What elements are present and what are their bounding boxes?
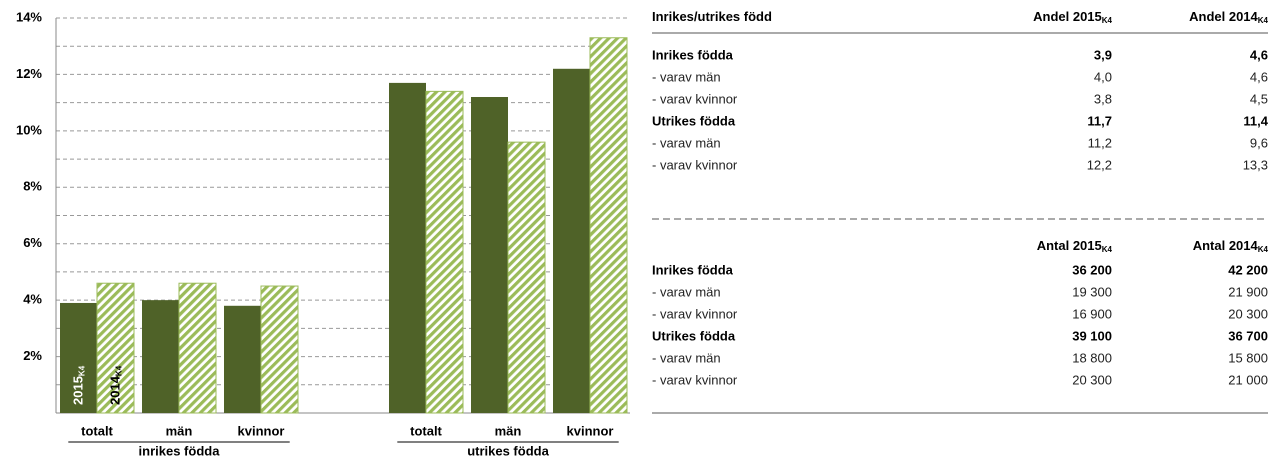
table-cell: 4,6 bbox=[1250, 69, 1268, 84]
table-cell: 20 300 bbox=[1072, 372, 1112, 387]
table-cell: Utrikes födda bbox=[652, 113, 736, 128]
bar bbox=[589, 37, 628, 414]
y-tick-label: 4% bbox=[23, 292, 42, 307]
y-tick-label: 6% bbox=[23, 235, 42, 250]
table-cell: - varav män bbox=[652, 135, 721, 150]
x-tick-label: totalt bbox=[81, 423, 113, 438]
y-tick-label: 2% bbox=[23, 348, 42, 363]
table-cell: 3,8 bbox=[1094, 91, 1112, 106]
bar bbox=[553, 68, 590, 414]
x-tick-label: totalt bbox=[410, 423, 442, 438]
table-cell: 15 800 bbox=[1228, 350, 1268, 365]
x-tick-label: kvinnor bbox=[567, 423, 614, 438]
table-cell: 20 300 bbox=[1228, 306, 1268, 321]
table-cell: 11,4 bbox=[1243, 113, 1268, 128]
header-text: Andel 2014 bbox=[1189, 9, 1258, 24]
table-cell: 11,7 bbox=[1087, 113, 1112, 128]
y-tick-label: 10% bbox=[16, 122, 42, 137]
group-label: inrikes födda bbox=[139, 443, 221, 458]
table-header: Andel 2015K4 bbox=[1033, 9, 1112, 25]
series-label: 2014K4 bbox=[108, 365, 124, 405]
table-cell: Inrikes födda bbox=[652, 47, 734, 62]
table-cell: 12,2 bbox=[1087, 157, 1112, 172]
table-cell: 42 200 bbox=[1228, 262, 1268, 277]
header-sub: K4 bbox=[1102, 245, 1113, 254]
header-sub: K4 bbox=[1258, 245, 1269, 254]
table-cell: 4,5 bbox=[1250, 91, 1268, 106]
table-cell: 3,9 bbox=[1094, 47, 1112, 62]
bar bbox=[471, 97, 508, 413]
table-cell: - varav kvinnor bbox=[652, 157, 738, 172]
table-cell: 16 900 bbox=[1072, 306, 1112, 321]
header-text: Andel 2015 bbox=[1033, 9, 1102, 24]
bar bbox=[260, 285, 299, 414]
y-tick-label: 8% bbox=[23, 179, 42, 194]
series-name: 2014 bbox=[108, 375, 123, 405]
table-cell: 36 700 bbox=[1228, 328, 1268, 343]
table-cell: - varav män bbox=[652, 284, 721, 299]
table-cell: 11,2 bbox=[1088, 135, 1112, 150]
table-cell: 21 000 bbox=[1228, 372, 1268, 387]
table-cell: - varav kvinnor bbox=[652, 306, 738, 321]
table-cell: 9,6 bbox=[1250, 135, 1268, 150]
table-cell: 4,0 bbox=[1094, 69, 1112, 84]
table-cell: - varav män bbox=[652, 350, 721, 365]
table-cell: 18 800 bbox=[1072, 350, 1112, 365]
table-cell: Inrikes födda bbox=[652, 262, 734, 277]
table-cell: 21 900 bbox=[1228, 284, 1268, 299]
series-label: 2015K4 bbox=[71, 365, 87, 405]
table-cell: - varav kvinnor bbox=[652, 372, 738, 387]
bar bbox=[178, 282, 217, 414]
bar bbox=[224, 305, 261, 413]
table-header: Antal 2015K4 bbox=[1037, 238, 1113, 254]
x-tick-label: män bbox=[495, 423, 522, 438]
table-cell: Utrikes födda bbox=[652, 328, 736, 343]
y-tick-label: 12% bbox=[16, 66, 42, 81]
bar bbox=[389, 82, 426, 414]
table-cell: - varav kvinnor bbox=[652, 91, 738, 106]
table-cell: 13,3 bbox=[1243, 157, 1268, 172]
bar bbox=[96, 282, 135, 414]
bar bbox=[507, 141, 546, 414]
table-header: Antal 2014K4 bbox=[1193, 238, 1269, 254]
header-text: Antal 2015 bbox=[1037, 238, 1102, 253]
table-header: Andel 2014K4 bbox=[1189, 9, 1268, 25]
y-tick-label: 14% bbox=[16, 9, 42, 24]
x-tick-label: män bbox=[166, 423, 193, 438]
header-sub: K4 bbox=[1102, 16, 1113, 25]
bar bbox=[425, 90, 464, 414]
table-cell: - varav män bbox=[652, 69, 721, 84]
series-name-sub: K4 bbox=[115, 365, 124, 376]
table-cell: 36 200 bbox=[1072, 262, 1112, 277]
header-text: Inrikes/utrikes född bbox=[652, 9, 772, 24]
header-sub: K4 bbox=[1258, 16, 1269, 25]
table-cell: 39 100 bbox=[1072, 328, 1112, 343]
table-cell: 19 300 bbox=[1072, 284, 1112, 299]
bar bbox=[60, 302, 97, 413]
header-text: Antal 2014 bbox=[1193, 238, 1259, 253]
series-name: 2015 bbox=[71, 376, 86, 405]
series-name-sub: K4 bbox=[78, 365, 87, 376]
group-label: utrikes födda bbox=[467, 443, 549, 458]
bar bbox=[142, 300, 179, 413]
table-cell: 4,6 bbox=[1250, 47, 1268, 62]
x-tick-label: kvinnor bbox=[238, 423, 285, 438]
table-header: Inrikes/utrikes född bbox=[652, 9, 772, 24]
